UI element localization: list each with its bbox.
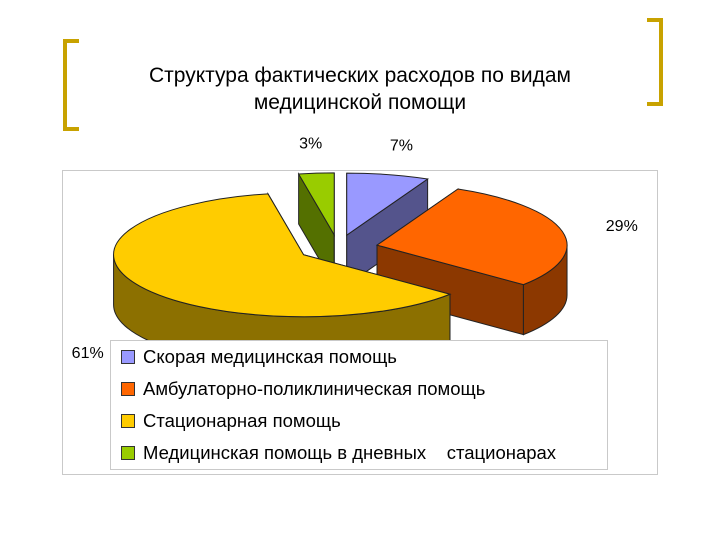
data-label: 29%: [606, 218, 638, 235]
title-bracket-left: [63, 39, 67, 131]
data-label: 7%: [390, 137, 413, 154]
pie-slice: [346, 172, 429, 237]
title-bracket-right: [659, 18, 663, 106]
legend-item: Стационарная помощь: [121, 410, 341, 432]
legend-swatch: [121, 382, 135, 396]
slide-title-line-2: медицинской помощи: [253, 91, 467, 114]
legend-item: Скорая медицинская помощь: [121, 346, 397, 368]
pie-slice: [113, 193, 452, 318]
title-bracket-left-top: [63, 39, 79, 43]
title-bracket-right-top: [647, 18, 663, 22]
legend-label: Амбулаторно-поликлиническая помощь: [143, 378, 486, 399]
legend-swatch: [121, 446, 135, 460]
legend-swatch: [121, 350, 135, 364]
title-bracket-left-bottom: [63, 127, 79, 131]
legend-item: Амбулаторно-поликлиническая помощь: [121, 378, 485, 400]
pie-slice: [375, 188, 568, 286]
legend-label: Скорая медицинская помощь: [143, 346, 397, 367]
legend-swatch: [121, 414, 135, 428]
slide-title-line-1: Структура фактических расходов по видам: [149, 64, 571, 87]
chart-legend: Скорая медицинская помощь Амбулаторно-по…: [110, 340, 608, 470]
data-label: 61%: [72, 345, 104, 362]
slide-title: Структура фактических расходов по видам …: [80, 62, 640, 116]
legend-item: Медицинская помощь в дневных стационарах: [121, 442, 556, 464]
pie-slice: [297, 172, 335, 237]
legend-label: Медицинская помощь в дневных стационарах: [143, 442, 557, 463]
data-label: 3%: [299, 135, 322, 152]
legend-label: Стационарная помощь: [143, 410, 341, 431]
title-bracket-right-bottom: [647, 102, 663, 106]
